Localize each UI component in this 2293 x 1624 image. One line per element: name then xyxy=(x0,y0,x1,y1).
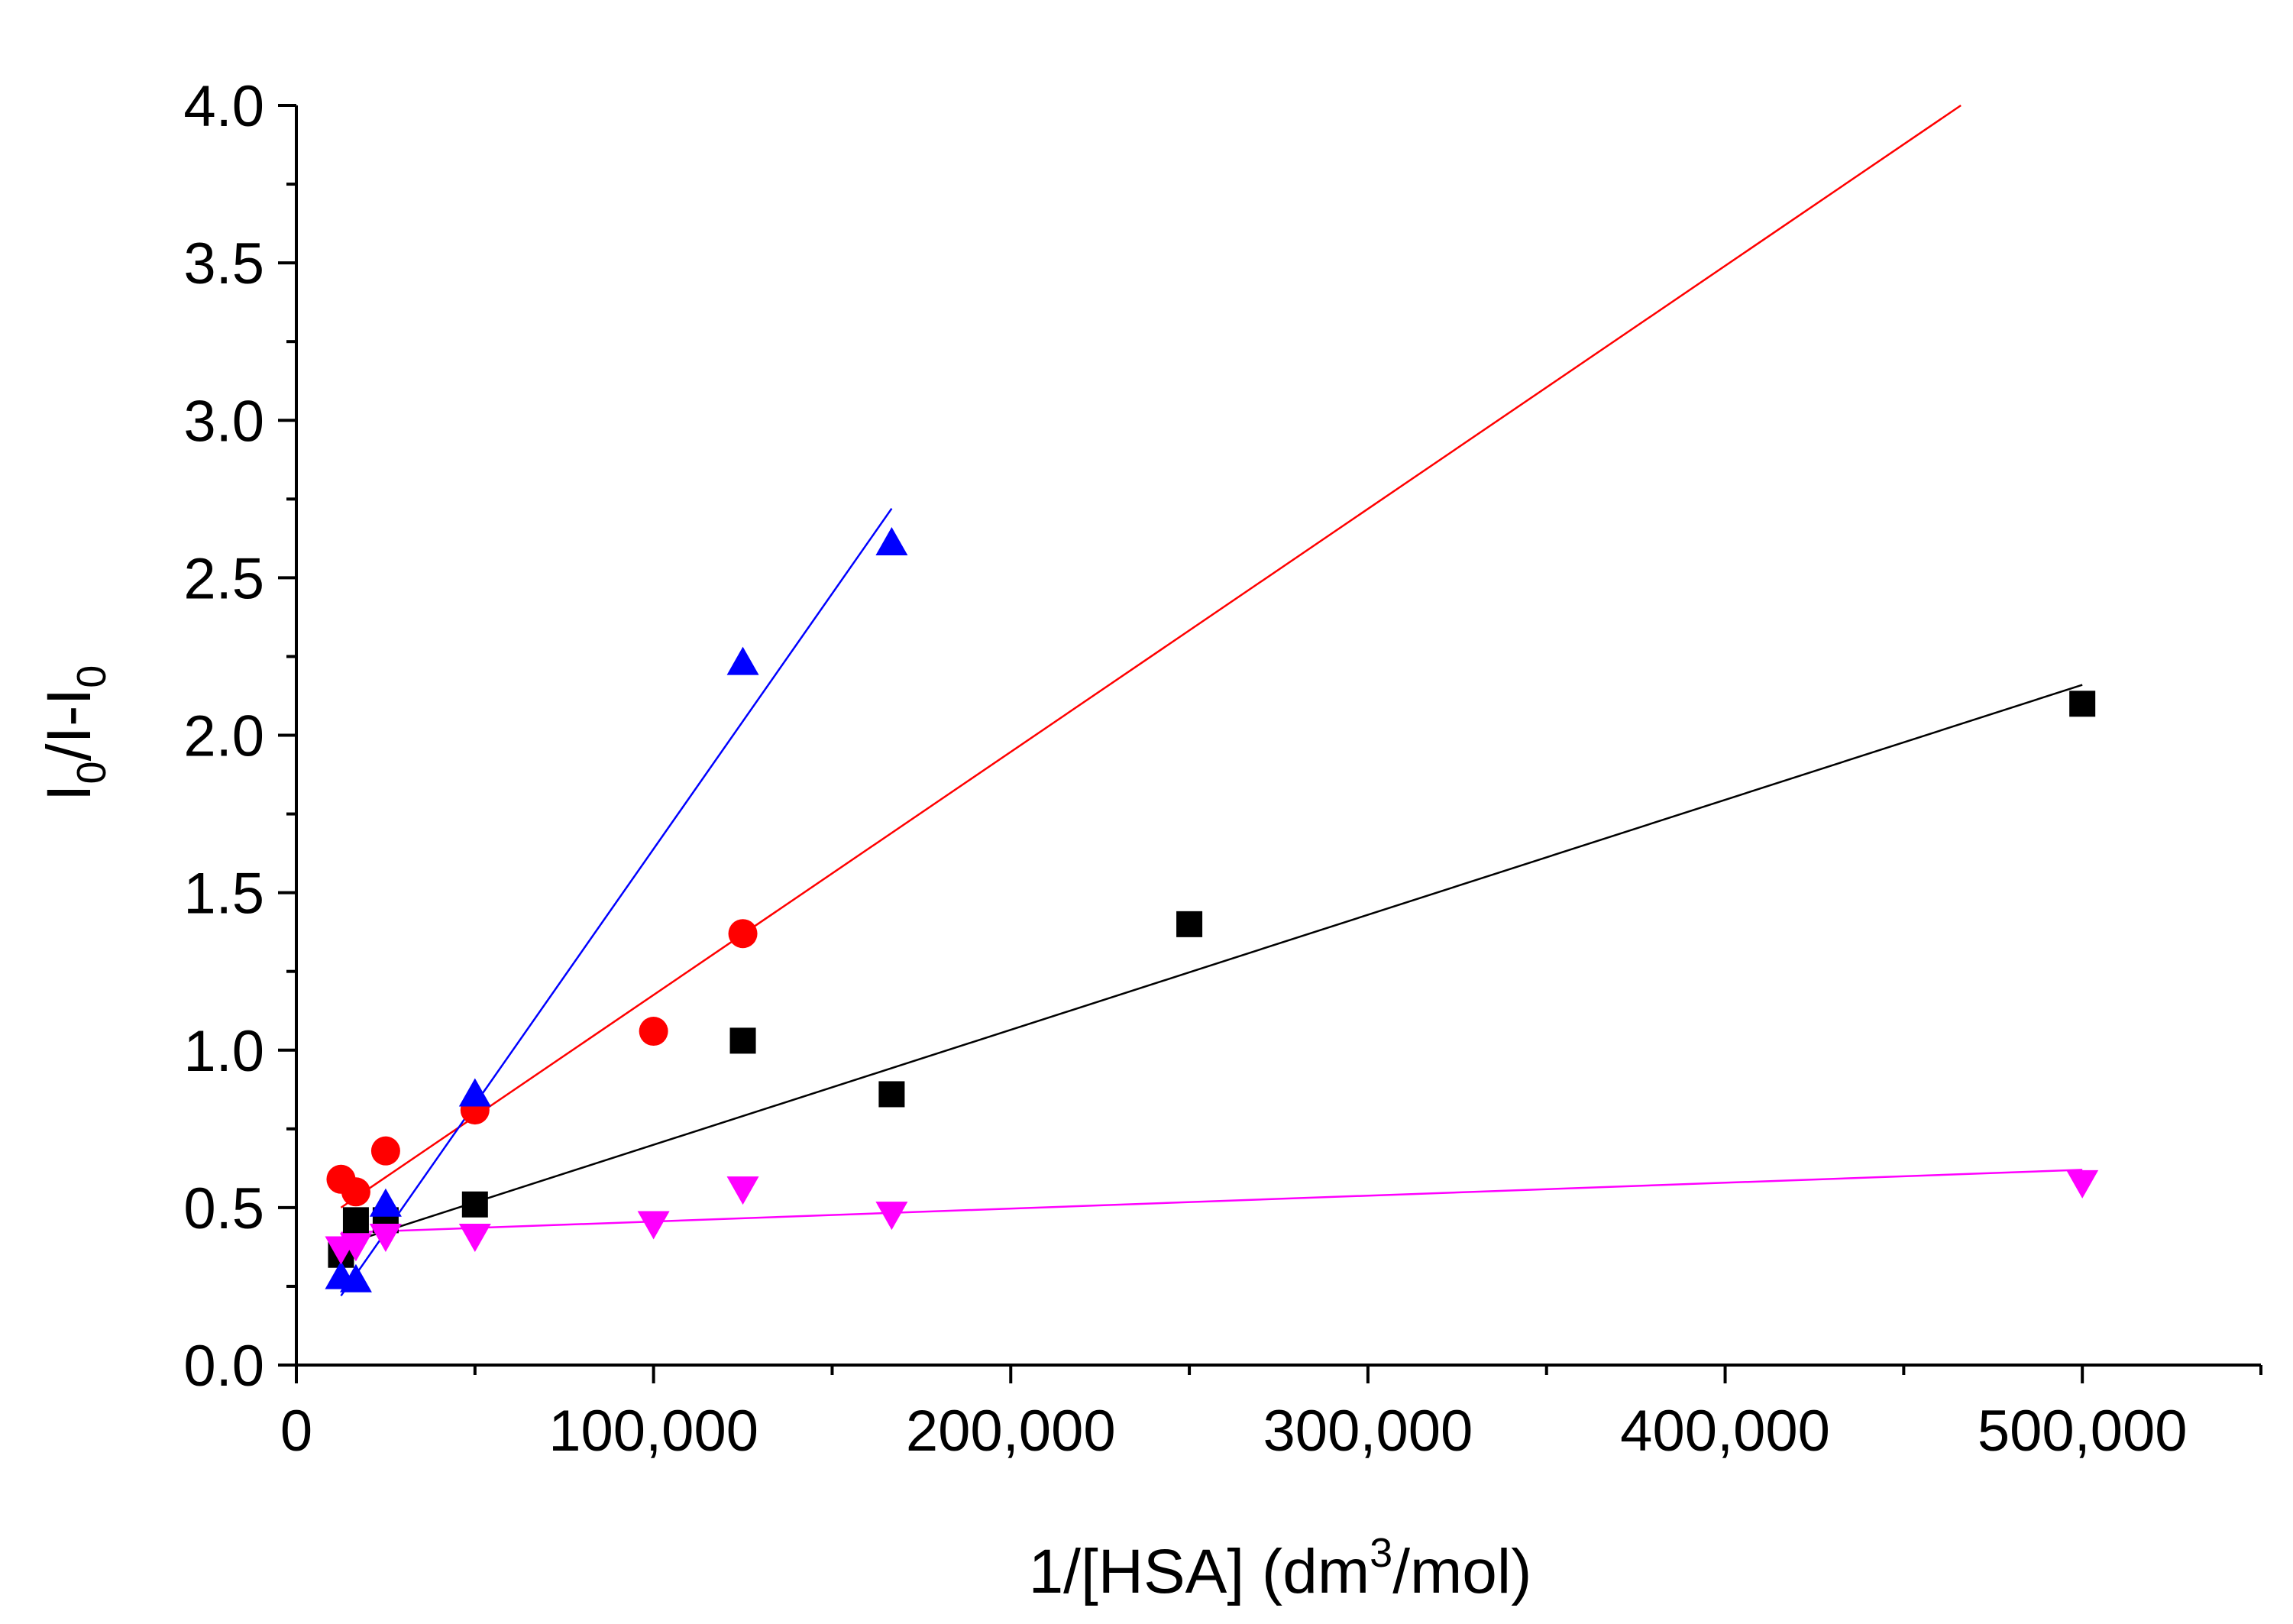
x-tick-label: 500,000 xyxy=(1978,1399,2188,1464)
triangle-down-marker xyxy=(2066,1169,2099,1199)
y-tick-label: 2.0 xyxy=(183,704,264,769)
data-markers xyxy=(325,527,2099,1292)
y-tick-label: 1.0 xyxy=(183,1019,264,1084)
axes xyxy=(278,104,2262,1383)
square-marker xyxy=(461,1191,488,1218)
y-tick-label: 0.5 xyxy=(183,1176,264,1241)
circle-marker xyxy=(341,1177,370,1207)
triangle-down-marker xyxy=(369,1223,402,1252)
fit-line xyxy=(341,684,2083,1247)
fit-line xyxy=(340,507,893,1297)
x-tick-label: 300,000 xyxy=(1263,1399,1473,1464)
square-marker xyxy=(1176,911,1203,937)
triangle-down-marker xyxy=(637,1211,670,1240)
y-axis-title: I0/I-I0 xyxy=(34,665,115,802)
fit-line xyxy=(340,104,1962,1208)
y-tick-label: 2.5 xyxy=(183,546,264,611)
triangle-up-marker xyxy=(339,1263,372,1292)
x-axis-title: 1/[HSA] (dm3/mol) xyxy=(1029,1530,1532,1606)
fit-line xyxy=(341,1169,2083,1234)
tick-labels: 0.0 0.5 1.0 1.5 2.0 2.5 3.0 3.5 4.0 0 100,000 200,0… xyxy=(183,74,2187,1464)
fit-lines xyxy=(340,104,2083,1297)
triangle-up-marker xyxy=(875,527,908,556)
x-tick-label: 400,000 xyxy=(1620,1399,1830,1464)
x-tick-label: 100,000 xyxy=(548,1399,758,1464)
circle-marker xyxy=(728,919,758,949)
circle-marker xyxy=(370,1136,400,1166)
triangle-down-marker xyxy=(875,1202,908,1231)
triangle-down-marker xyxy=(726,1176,759,1205)
triangle-down-marker xyxy=(458,1223,491,1252)
x-tick-label: 0 xyxy=(280,1399,312,1464)
x-tick-label: 200,000 xyxy=(906,1399,1116,1464)
y-tick-label: 3.0 xyxy=(183,389,264,454)
square-marker xyxy=(2069,691,2096,717)
circle-marker xyxy=(639,1017,668,1047)
y-tick-label: 3.5 xyxy=(183,231,264,296)
square-marker xyxy=(878,1081,905,1108)
y-tick-label: 4.0 xyxy=(183,74,264,139)
y-tick-label: 0.0 xyxy=(183,1334,264,1399)
y-tick-label: 1.5 xyxy=(183,862,264,927)
triangle-up-marker xyxy=(726,646,759,675)
triangle-up-marker xyxy=(369,1188,402,1217)
square-marker xyxy=(729,1027,756,1054)
triangle-up-marker xyxy=(458,1078,491,1107)
square-marker xyxy=(342,1207,369,1234)
triangle-down-marker xyxy=(339,1233,372,1262)
